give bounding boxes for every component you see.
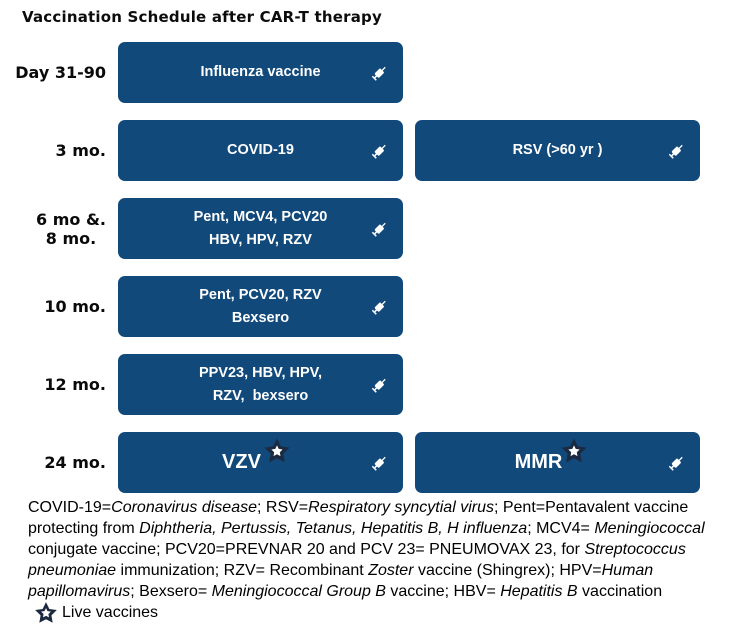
schedule-row-10mo: 10 mo. Pent, PCV20, RZV Bexsero bbox=[0, 276, 745, 337]
vaccine-text: Bexsero bbox=[231, 309, 290, 326]
footnote-line: conjugate vaccine; PCV20=PREVNAR 20 and … bbox=[28, 541, 686, 558]
row-label-text: Day 31-90 bbox=[15, 63, 106, 82]
syringe-icon bbox=[367, 294, 391, 318]
vaccine-text: COVID-19 bbox=[227, 142, 294, 158]
syringe-icon bbox=[367, 372, 391, 396]
box-covid19: COVID-19 bbox=[118, 120, 403, 181]
schedule-row-6-8mo: 6 mo &. 8 mo. Pent, MCV4, PCV20 HBV, HPV… bbox=[0, 198, 745, 259]
live-vaccine-star-icon bbox=[262, 436, 292, 466]
row-label-text: 6 mo &. bbox=[36, 209, 106, 229]
vaccine-text: PPV23, HBV, HPV, bbox=[198, 364, 323, 381]
schedule-row-24mo: 24 mo. VZV MMR bbox=[0, 432, 745, 493]
vaccine-text: RZV, bexsero bbox=[212, 387, 309, 404]
legend-label: Live vaccines bbox=[62, 604, 159, 621]
live-vaccines-legend: Live vaccines bbox=[33, 600, 158, 626]
row-label-day-31-90: Day 31-90 bbox=[0, 42, 106, 103]
footnote-line: COVID-19=Coronavirus disease; RSV=Respir… bbox=[28, 499, 689, 516]
footnote-line: papillomavirus; Bexsero= Meningiococcal … bbox=[28, 583, 663, 600]
box-10mo-vaccines: Pent, PCV20, RZV Bexsero bbox=[118, 276, 403, 337]
box-6-8mo-vaccines: Pent, MCV4, PCV20 HBV, HPV, RZV bbox=[118, 198, 403, 259]
vaccine-text: Influenza vaccine bbox=[200, 64, 321, 80]
row-label-3mo: 3 mo. bbox=[0, 120, 106, 181]
row-label-10mo: 10 mo. bbox=[0, 276, 106, 337]
box-influenza: Influenza vaccine bbox=[118, 42, 403, 103]
row-label-text: 3 mo. bbox=[55, 141, 106, 160]
vaccine-text: HBV, HPV, RZV bbox=[209, 231, 312, 248]
row-label-text: 12 mo. bbox=[44, 375, 106, 394]
box-mmr: MMR bbox=[415, 432, 700, 493]
page-title: Vaccination Schedule after CAR-T therapy bbox=[22, 8, 382, 26]
vaccine-text: VZV bbox=[222, 451, 261, 473]
vaccine-text: MMR bbox=[514, 451, 563, 473]
vaccine-text: Pent, MCV4, PCV20 bbox=[193, 208, 328, 225]
schedule-row-12mo: 12 mo. PPV23, HBV, HPV, RZV, bexsero bbox=[0, 354, 745, 415]
syringe-icon bbox=[367, 450, 391, 474]
vaccine-text: RSV (>60 yr ) bbox=[512, 142, 603, 158]
syringe-icon bbox=[367, 138, 391, 162]
row-label-12mo: 12 mo. bbox=[0, 354, 106, 415]
vaccine-text: Pent, PCV20, RZV bbox=[199, 286, 322, 303]
syringe-icon bbox=[367, 60, 391, 84]
live-vaccine-star-icon bbox=[33, 600, 59, 626]
row-label-24mo: 24 mo. bbox=[0, 432, 106, 493]
row-label-text: 10 mo. bbox=[44, 297, 106, 316]
box-12mo-vaccines: PPV23, HBV, HPV, RZV, bexsero bbox=[118, 354, 403, 415]
row-label-6-8mo: 6 mo &. 8 mo. bbox=[0, 198, 106, 259]
syringe-icon bbox=[664, 138, 688, 162]
syringe-icon bbox=[367, 216, 391, 240]
box-rsv: RSV (>60 yr ) bbox=[415, 120, 700, 181]
row-label-text: 24 mo. bbox=[44, 453, 106, 472]
footnote-line: pneumoniae immunization; RZV= Recombinan… bbox=[28, 562, 654, 579]
footnote-line: protecting from Diphtheria, Pertussis, T… bbox=[28, 520, 705, 537]
box-vzv: VZV bbox=[118, 432, 403, 493]
schedule-row-day-31-90: Day 31-90 Influenza vaccine bbox=[0, 42, 745, 103]
abbreviations-footnote: COVID-19=Coronavirus disease; RSV=Respir… bbox=[28, 497, 742, 602]
schedule-row-3mo: 3 mo. COVID-19 RSV (>60 yr ) bbox=[0, 120, 745, 181]
live-vaccine-star-icon bbox=[559, 436, 589, 466]
row-label-text: 8 mo. bbox=[45, 228, 97, 248]
syringe-icon bbox=[664, 450, 688, 474]
